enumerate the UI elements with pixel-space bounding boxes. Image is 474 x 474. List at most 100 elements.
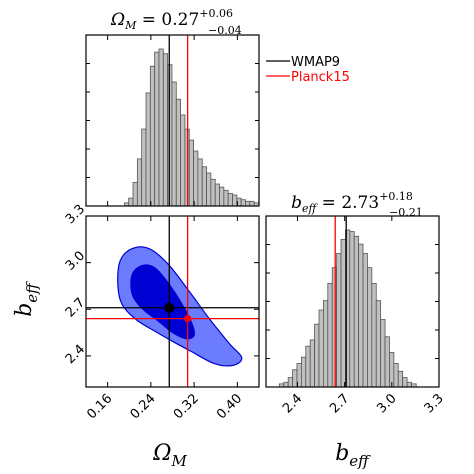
legend-wmap9-label: WMAP9 <box>291 55 340 70</box>
omega-m-title-lower-error: −0.04 <box>208 24 242 37</box>
b-eff-hist-bar <box>375 300 382 387</box>
joint-y-tick-label: 2.7 <box>63 295 88 320</box>
b-eff-x-axis-label: beff <box>335 441 371 470</box>
b-eff-hist-bar <box>384 336 390 387</box>
b-eff-hist-bar <box>292 369 298 387</box>
b-eff-hist-bar <box>300 356 307 387</box>
b-eff-hist-bar <box>367 267 373 387</box>
b-eff-y-axis-subscript: eff <box>23 281 41 303</box>
b-eff-hist-bar <box>362 253 368 387</box>
legend: WMAP9 Planck15 <box>266 55 350 85</box>
wmap9-point <box>164 302 175 313</box>
b-eff-title-upper-error: +0.18 <box>379 190 413 203</box>
omega-m-hist-bar <box>158 48 164 206</box>
joint-x-tick-labels: 0.16 0.24 0.32 0.40 <box>84 391 245 422</box>
b-eff-hist-bar <box>305 345 311 387</box>
omega-m-hist-bar <box>201 166 207 206</box>
b-eff-hist-bar <box>389 352 395 387</box>
joint-x-tick-label: 0.32 <box>171 391 202 422</box>
omega-m-tick-marks <box>86 35 259 206</box>
joint-x-tick-label: 0.24 <box>128 391 159 422</box>
b-eff-title-lower-error: −0.21 <box>389 206 423 219</box>
omega-m-hist-bar <box>249 200 255 206</box>
omega-m-x-axis-subscript: M <box>170 452 187 470</box>
joint-contours <box>117 246 243 367</box>
omega-m-hist-bar <box>206 172 212 206</box>
omega-m-hist-bar <box>210 178 216 206</box>
omega-m-hist-bar <box>193 150 199 206</box>
omega-m-reference-lines <box>168 35 189 206</box>
omega-m-title-value: = 0.27 <box>136 10 199 30</box>
omega-m-hist-bar <box>240 199 246 206</box>
legend-planck15-label: Planck15 <box>291 70 350 85</box>
omega-m-hist-bar <box>175 98 181 206</box>
planck15-point <box>184 315 192 323</box>
b-eff-histogram-panel: 2.4 2.7 3.0 3.3 beff = 2.73+0.18 −0.21 beff <box>265 190 447 470</box>
b-eff-hist-bar <box>371 282 377 387</box>
omega-m-x-axis-label: ΩM <box>152 441 187 470</box>
b-eff-title-subscript: eff <box>302 202 319 215</box>
b-eff-y-axis-symbol: b <box>12 303 37 317</box>
b-eff-hist-bar <box>358 243 364 387</box>
omega-m-hist-bar <box>141 128 147 206</box>
joint-frame <box>85 215 260 388</box>
omega-m-hist-bar <box>171 81 177 206</box>
omega-m-title-symbol: Ω <box>110 10 125 30</box>
b-eff-hist-bar <box>353 235 360 387</box>
b-eff-histogram-frame <box>265 215 440 388</box>
omega-m-title: ΩM = 0.27+0.06 <box>110 7 233 32</box>
b-eff-hist-bar <box>402 377 408 387</box>
omega-m-histogram-panel: ΩM = 0.27+0.06 −0.04 <box>85 7 260 207</box>
b-eff-hist-bar <box>393 363 399 387</box>
omega-m-x-axis-symbol: Ω <box>152 441 171 466</box>
omega-m-bars <box>123 48 259 206</box>
b-eff-y-axis-label: beff <box>12 281 41 317</box>
b-eff-bars <box>278 229 417 387</box>
b-eff-x-tick-label: 2.7 <box>327 391 352 416</box>
omega-m-hist-bar <box>214 183 220 206</box>
omega-m-hist-bar <box>197 158 203 206</box>
b-eff-hist-bar <box>349 231 355 387</box>
b-eff-hist-bar <box>406 381 412 387</box>
b-eff-reference-lines <box>334 216 347 387</box>
omega-m-hist-bar <box>180 114 186 206</box>
joint-x-tick-label: 0.40 <box>214 391 245 422</box>
b-eff-hist-bar <box>327 282 333 387</box>
omega-m-hist-bar <box>136 158 143 206</box>
omega-m-hist-bar <box>232 194 238 206</box>
b-eff-title-symbol: b <box>291 193 302 213</box>
omega-m-title-subscript: M <box>124 19 137 32</box>
b-eff-hist-bar <box>331 267 338 387</box>
joint-y-tick-label: 3.0 <box>63 249 88 274</box>
joint-x-tick-label: 0.16 <box>84 391 115 422</box>
b-eff-hist-bar <box>309 339 315 387</box>
omega-m-title-upper-error: +0.06 <box>199 7 233 20</box>
b-eff-hist-bar <box>314 323 320 387</box>
omega-m-hist-bar <box>145 92 151 206</box>
omega-m-hist-bar <box>253 202 259 206</box>
omega-m-hist-bar <box>132 182 138 206</box>
b-eff-hist-bar <box>380 319 386 387</box>
b-eff-x-axis-symbol: b <box>335 441 349 466</box>
b-eff-hist-bar <box>336 253 342 387</box>
b-eff-title: beff = 2.73+0.18 <box>291 190 413 215</box>
omega-m-hist-bar <box>223 189 229 206</box>
omega-m-hist-bar <box>149 65 156 206</box>
omega-m-hist-bar <box>154 51 160 206</box>
omega-m-histogram-frame <box>85 34 260 207</box>
omega-m-hist-bar <box>219 186 225 206</box>
omega-m-hist-bar <box>227 193 233 206</box>
joint-y-tick-label: 3.3 <box>63 202 88 227</box>
joint-y-tick-label: 2.4 <box>63 342 88 367</box>
omega-m-hist-bar <box>245 200 251 206</box>
b-eff-x-tick-labels: 2.4 2.7 3.0 3.3 <box>280 391 447 416</box>
joint-reference-points <box>164 302 192 323</box>
b-eff-hist-bar <box>318 309 324 387</box>
b-eff-x-axis-subscript: eff <box>349 452 371 470</box>
b-eff-hist-bar <box>340 239 346 387</box>
b-eff-x-tick-label: 2.4 <box>280 391 305 416</box>
omega-m-hist-bar <box>128 197 134 206</box>
omega-m-hist-bar <box>162 53 169 206</box>
joint-contour-panel: 0.16 0.24 0.32 0.40 2.4 2.7 3.0 3.3 ΩM beff <box>12 202 260 470</box>
